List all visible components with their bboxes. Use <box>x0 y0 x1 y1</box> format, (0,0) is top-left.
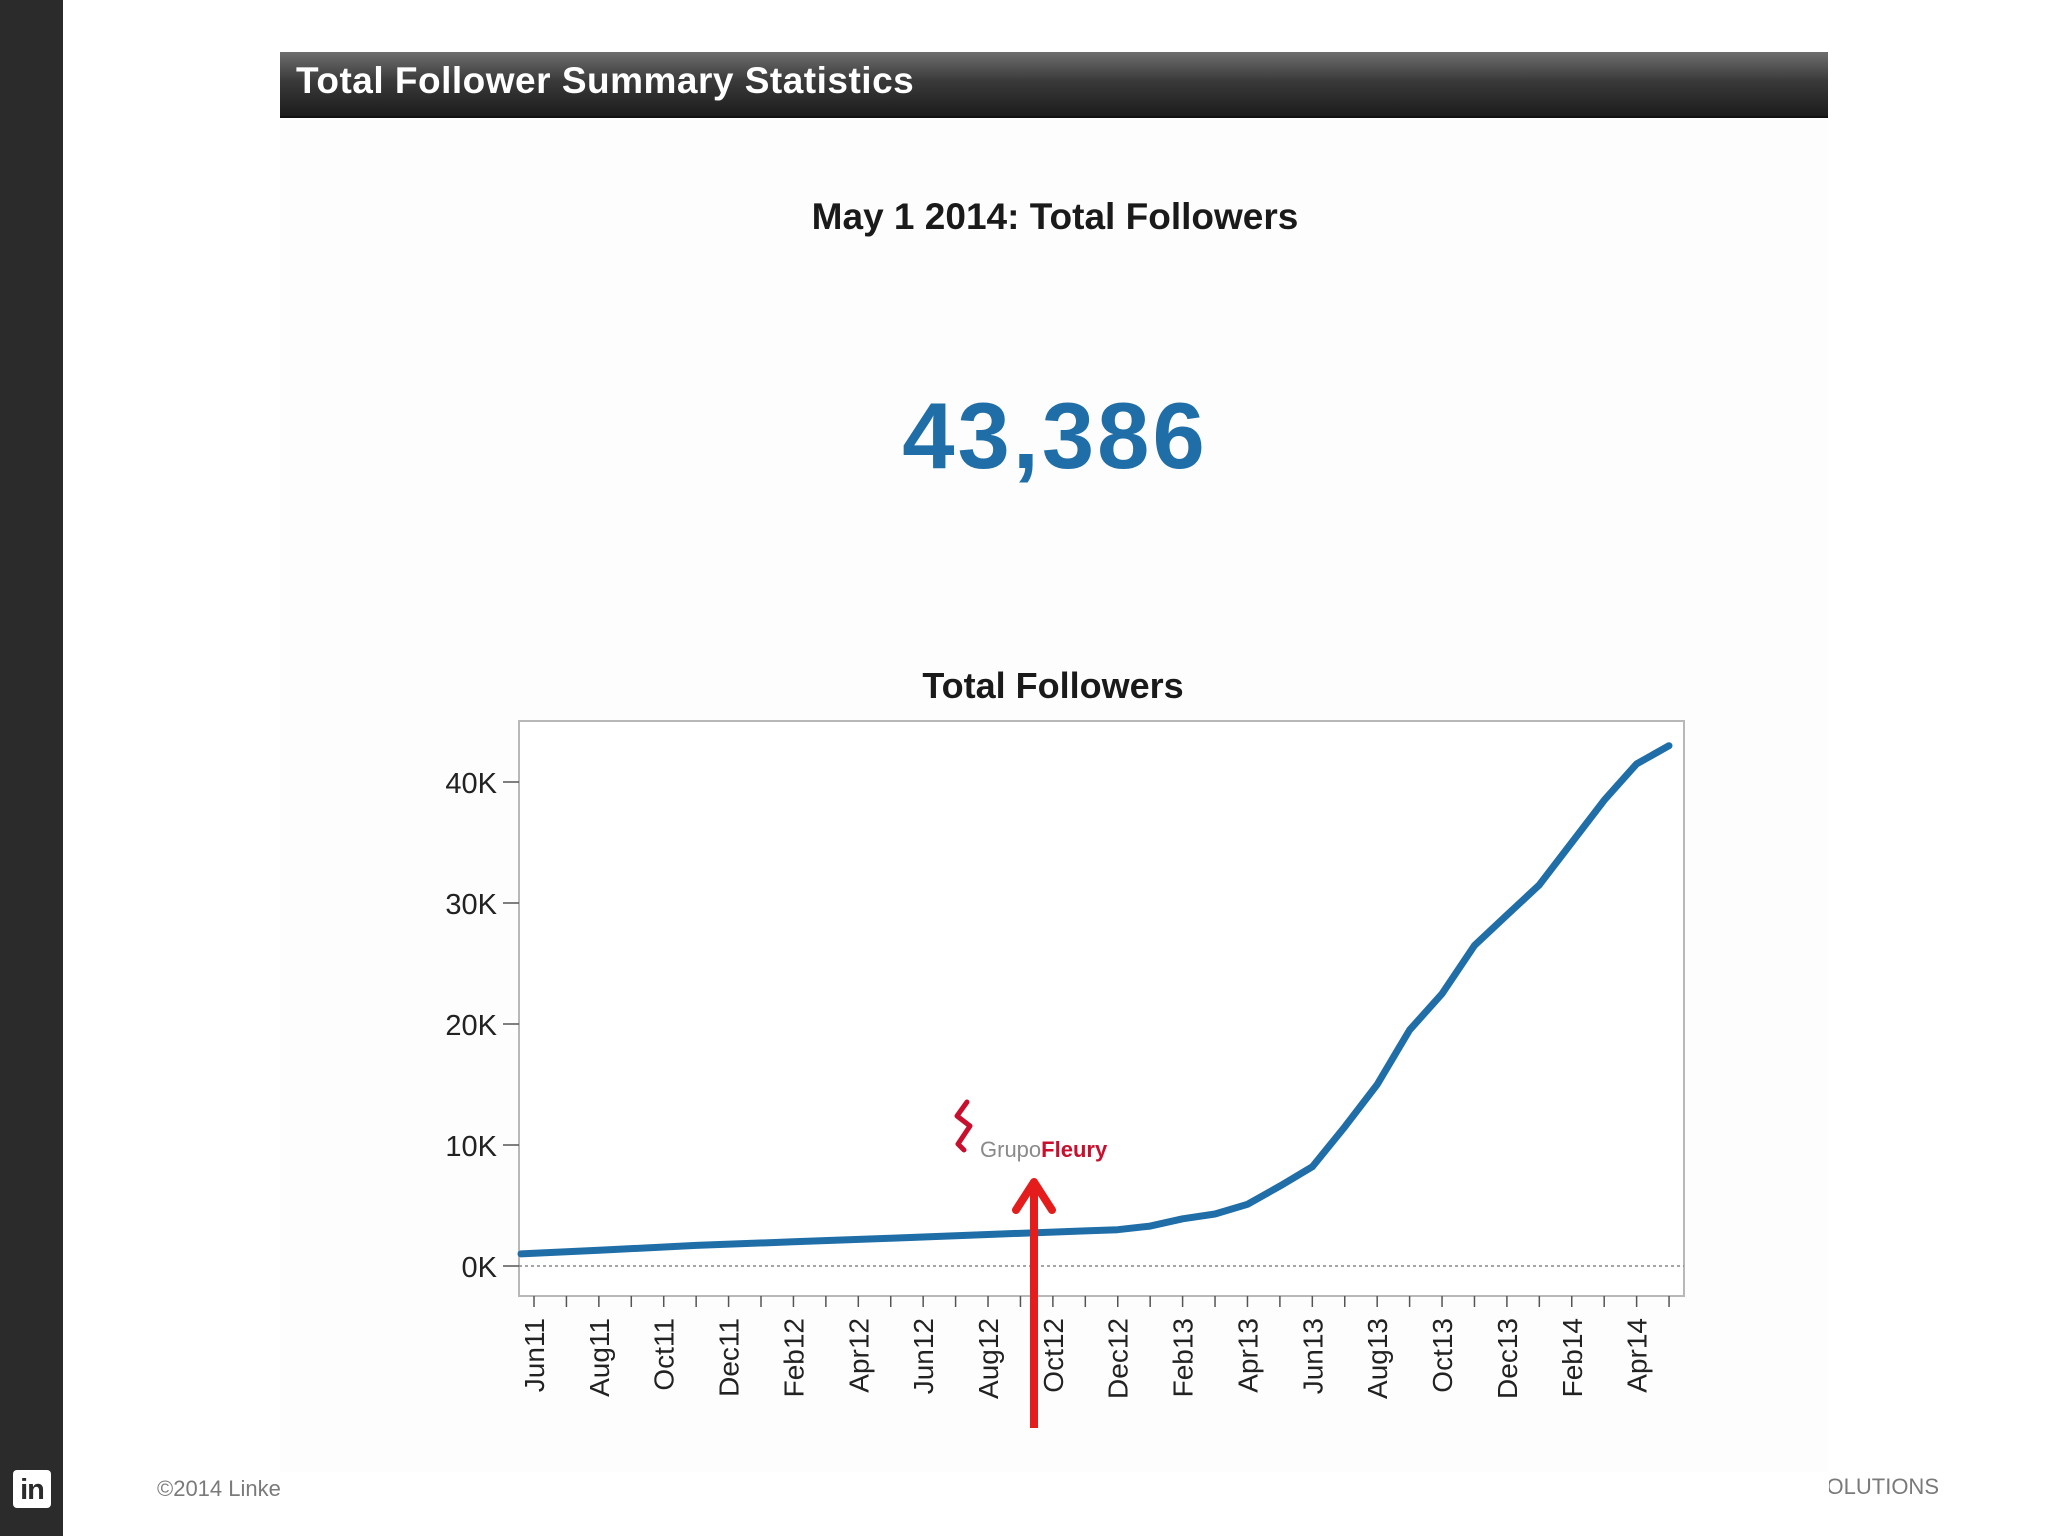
x-tick-label: Feb14 <box>1557 1318 1588 1397</box>
plot-area <box>518 720 1685 1297</box>
x-tick-label: Jun13 <box>1297 1318 1328 1394</box>
x-tick-label: Feb13 <box>1168 1318 1199 1397</box>
x-tick-label: Dec13 <box>1492 1318 1523 1399</box>
x-tick-label: Dec12 <box>1103 1318 1134 1399</box>
panel-header: Total Follower Summary Statistics <box>280 52 1828 118</box>
annotation-arrow <box>1012 1178 1056 1428</box>
x-tick-label: Oct11 <box>649 1318 680 1391</box>
linkedin-logo-icon: in <box>13 1470 51 1508</box>
series-line-total-followers <box>517 742 1673 1258</box>
arrowhead-icon <box>1012 1178 1056 1214</box>
y-tick-label: 0K <box>462 1252 498 1284</box>
x-tick-label: Aug11 <box>584 1318 615 1397</box>
footer-copyright: ©2014 LinkedIn <box>157 1476 281 1501</box>
y-tick-label: 20K <box>445 1010 497 1042</box>
x-axis: Jun11 Aug11 Oct11 Dec11 Feb12 Apr12 Jun12 Aug12… <box>519 1296 1670 1399</box>
kpi-value: 43,386 <box>902 383 1208 488</box>
x-tick-label: Dec11 <box>714 1318 745 1397</box>
chart-title: Total Followers <box>922 665 1183 706</box>
x-tick-label: Apr14 <box>1622 1318 1653 1393</box>
y-tick-label: 40K <box>445 768 497 800</box>
footer-brand-text: SOLUTIONS <box>1829 1474 1939 1499</box>
logo-text-fleury: Fleury <box>1041 1137 1108 1162</box>
x-tick-label: Feb12 <box>778 1318 809 1397</box>
left-sidebar-strip <box>0 0 63 1536</box>
grupo-fleury-logo: GrupoFleury <box>932 1092 1112 1162</box>
y-tick-label: 10K <box>445 1131 497 1163</box>
kpi-label: May 1 2014: Total Followers <box>811 196 1299 237</box>
fleury-mark-icon <box>954 1099 973 1153</box>
x-tick-label: Oct13 <box>1427 1318 1458 1393</box>
y-tick-label: 30K <box>445 889 497 921</box>
x-tick-label: Apr13 <box>1232 1318 1263 1393</box>
x-tick-label: Aug12 <box>973 1318 1004 1399</box>
x-tick-label: Jun12 <box>908 1318 939 1394</box>
x-tick-label: Aug13 <box>1362 1318 1393 1399</box>
x-tick-label: Apr12 <box>843 1318 874 1393</box>
logo-text-grupo: Grupo <box>980 1137 1041 1162</box>
panel-title: Total Follower Summary Statistics <box>296 60 915 101</box>
x-tick-label: Oct12 <box>1038 1318 1069 1393</box>
y-axis: 0K 10K 20K 30K 40K <box>445 768 519 1284</box>
svg-text:GrupoFleury: GrupoFleury <box>980 1137 1108 1162</box>
x-tick-label: Jun11 <box>519 1318 550 1392</box>
